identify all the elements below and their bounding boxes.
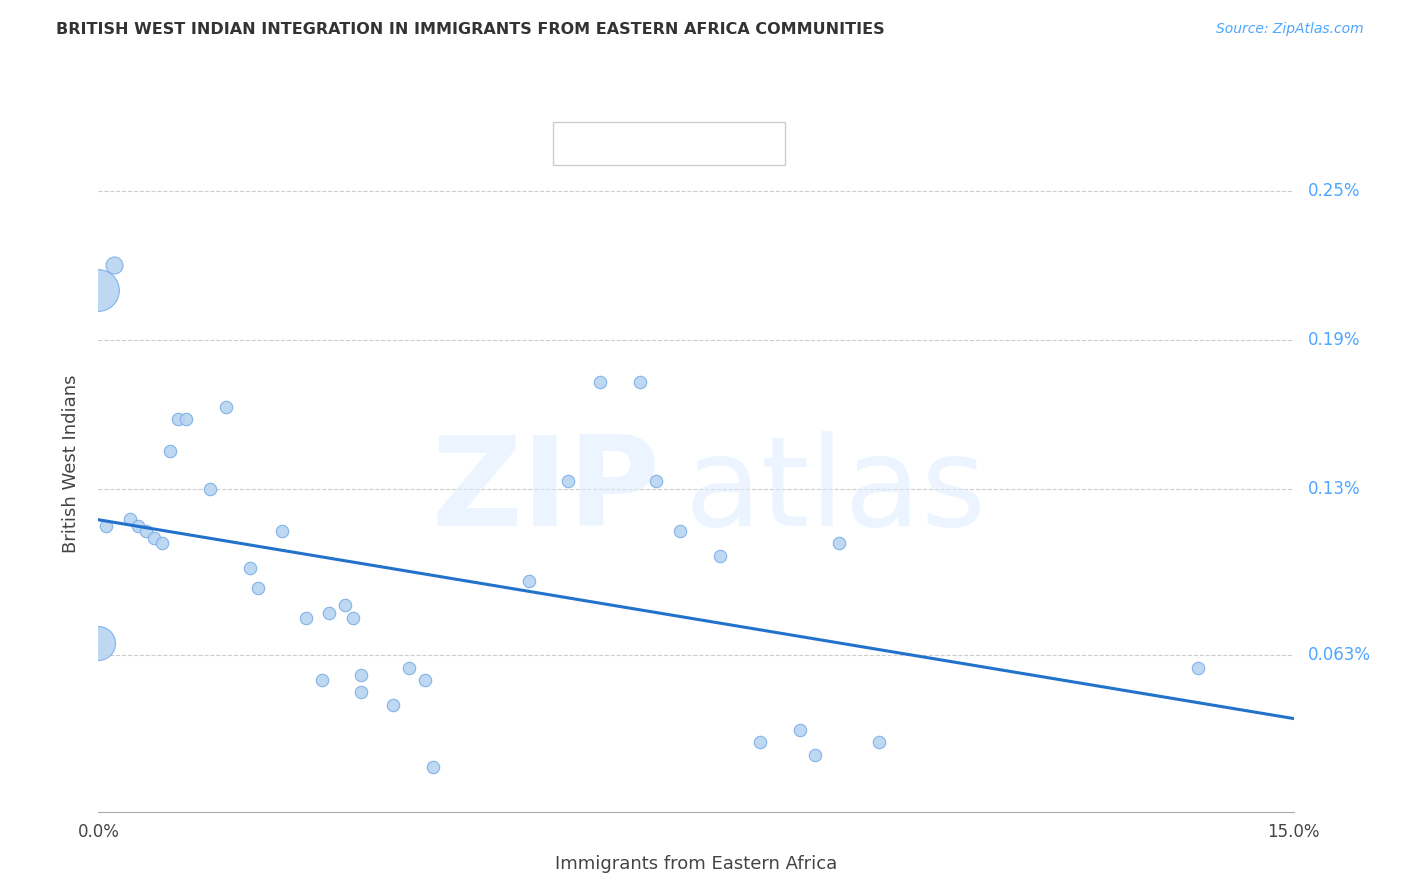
Point — [342, 611, 364, 625]
Text: atlas: atlas — [685, 431, 986, 552]
Point — [318, 606, 340, 620]
Point — [143, 532, 166, 546]
Point — [517, 574, 540, 588]
Text: BRITISH WEST INDIAN INTEGRATION IN IMMIGRANTS FROM EASTERN AFRICA COMMUNITIES: BRITISH WEST INDIAN INTEGRATION IN IMMIG… — [56, 22, 884, 37]
Point — [628, 375, 651, 389]
Point — [239, 561, 262, 575]
Point — [589, 375, 612, 389]
Text: 0.19%: 0.19% — [1308, 331, 1360, 349]
Point — [246, 581, 269, 595]
Point — [87, 283, 110, 297]
Point — [167, 412, 190, 426]
Text: N =: N = — [690, 134, 734, 153]
Point — [828, 536, 851, 550]
Point — [127, 519, 149, 533]
Point — [335, 599, 357, 613]
Point — [103, 258, 125, 272]
Point — [422, 760, 444, 774]
Point — [645, 475, 668, 489]
Point — [557, 475, 579, 489]
Point — [294, 611, 316, 625]
Point — [270, 524, 292, 538]
Text: 0.25%: 0.25% — [1308, 181, 1360, 200]
Point — [350, 685, 373, 699]
Point — [804, 747, 827, 762]
Text: ZIP: ZIP — [432, 431, 661, 552]
Text: 0.063%: 0.063% — [1308, 646, 1371, 665]
Point — [120, 511, 142, 525]
Point — [789, 723, 811, 737]
Text: Source: ZipAtlas.com: Source: ZipAtlas.com — [1216, 22, 1364, 37]
Point — [1187, 660, 1209, 674]
Text: R =: R = — [571, 134, 613, 153]
Point — [382, 698, 405, 712]
Point — [413, 673, 436, 687]
X-axis label: Immigrants from Eastern Africa: Immigrants from Eastern Africa — [555, 855, 837, 872]
Point — [198, 482, 221, 496]
Text: 0.13%: 0.13% — [1308, 480, 1360, 498]
Point — [87, 636, 110, 650]
Point — [135, 524, 157, 538]
Point — [174, 412, 197, 426]
Point — [311, 673, 333, 687]
Point — [350, 668, 373, 682]
Point — [669, 524, 692, 538]
Text: -0.226: -0.226 — [620, 134, 690, 153]
Text: 41: 41 — [735, 134, 762, 153]
Point — [159, 444, 181, 458]
Point — [150, 536, 173, 550]
Point — [398, 660, 420, 674]
Point — [215, 400, 238, 414]
Point — [868, 735, 890, 749]
Point — [709, 549, 731, 563]
Point — [96, 519, 118, 533]
Point — [748, 735, 770, 749]
Y-axis label: British West Indians: British West Indians — [62, 375, 80, 553]
